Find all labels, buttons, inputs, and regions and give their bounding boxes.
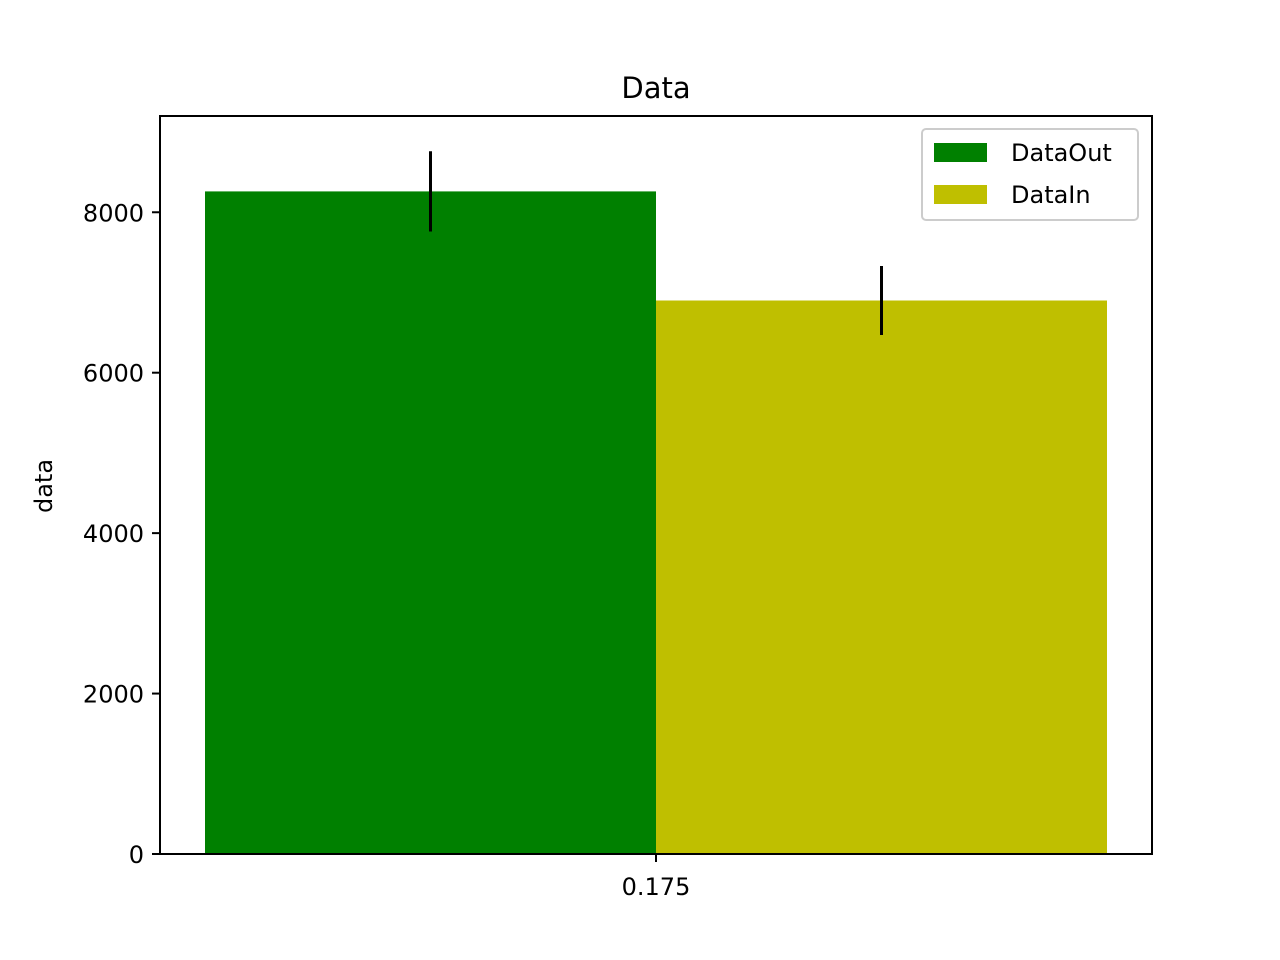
bars-layer bbox=[205, 191, 1107, 854]
y-tick-label: 2000 bbox=[83, 681, 144, 709]
y-tick-label: 4000 bbox=[83, 520, 144, 548]
chart-title: Data bbox=[621, 71, 690, 105]
bar-datain-0 bbox=[656, 300, 1107, 854]
legend-label-datain: DataIn bbox=[1011, 181, 1091, 209]
y-axis: 0 2000 4000 6000 8000 bbox=[83, 199, 160, 869]
y-tick-label: 0 bbox=[129, 841, 144, 869]
error-bars-layer bbox=[429, 151, 883, 335]
y-axis-label: data bbox=[30, 459, 58, 513]
legend: DataOut DataIn bbox=[921, 128, 1139, 221]
legend-label-dataout: DataOut bbox=[1011, 139, 1112, 167]
x-axis: 0.175 bbox=[622, 854, 691, 901]
x-tick-label: 0.175 bbox=[622, 873, 691, 901]
bar-dataout-0 bbox=[205, 191, 656, 854]
legend-swatch-dataout bbox=[934, 143, 987, 162]
y-tick-label: 8000 bbox=[83, 199, 144, 227]
legend-swatch-datain bbox=[934, 185, 987, 204]
y-tick-label: 6000 bbox=[83, 360, 144, 388]
